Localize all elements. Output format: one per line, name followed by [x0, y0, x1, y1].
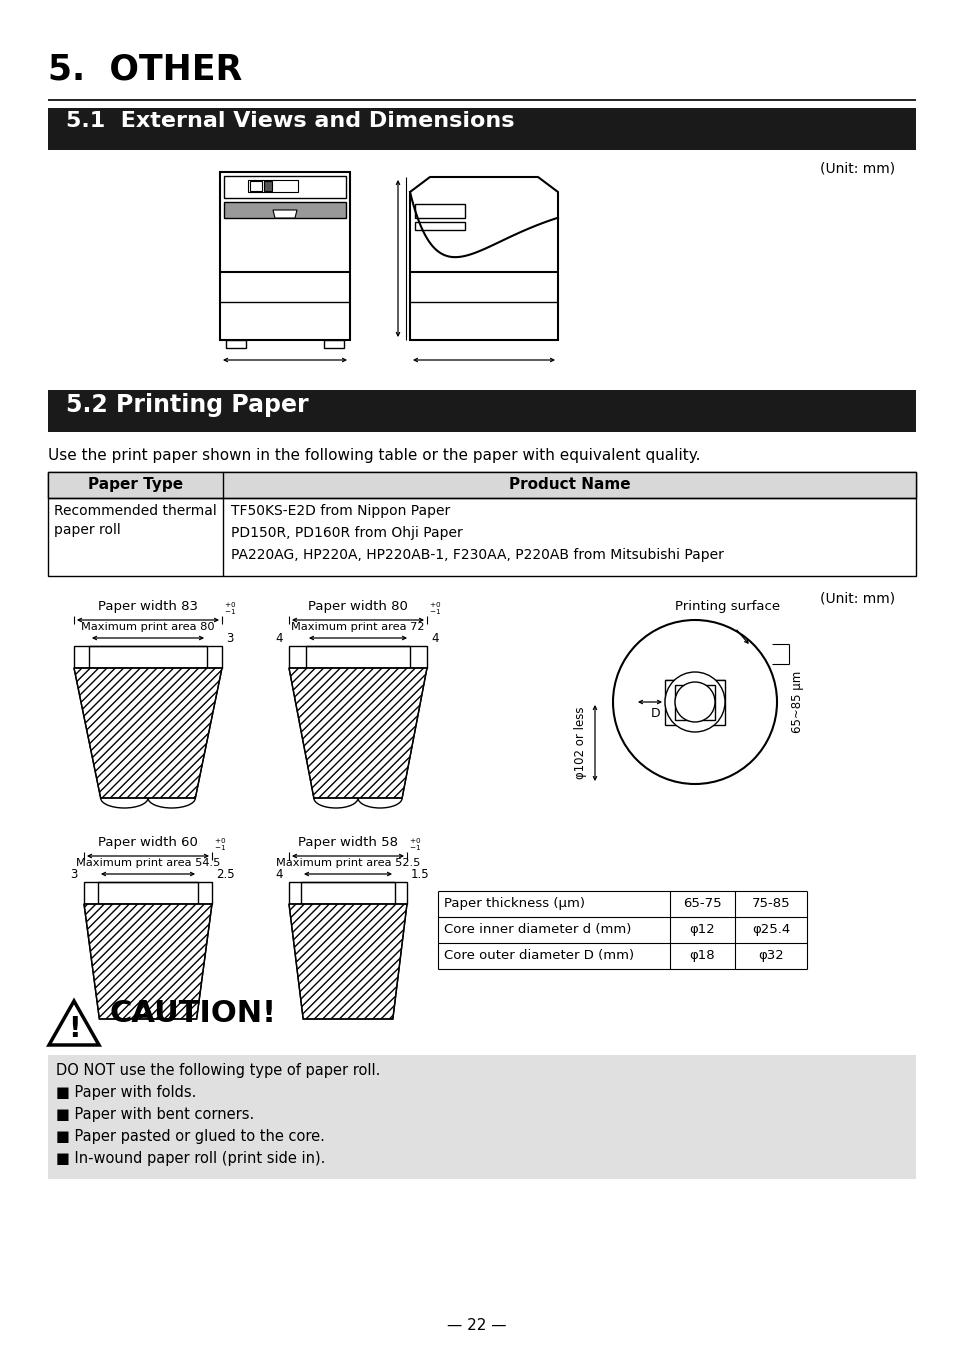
Bar — [89, 646, 207, 668]
Text: Paper width 83: Paper width 83 — [98, 600, 198, 612]
Text: 3: 3 — [71, 868, 78, 880]
Text: PA220AG, HP220A, HP220AB-1, F230AA, P220AB from Mitsubishi Paper: PA220AG, HP220A, HP220AB-1, F230AA, P220… — [231, 548, 723, 562]
Bar — [415, 222, 464, 230]
Text: paper roll: paper roll — [54, 523, 121, 537]
Polygon shape — [289, 668, 427, 798]
Text: 2.5: 2.5 — [215, 868, 234, 880]
Bar — [224, 201, 346, 218]
Text: ■ Paper with folds.: ■ Paper with folds. — [56, 1086, 196, 1101]
Text: $^{+0}_{-1}$: $^{+0}_{-1}$ — [224, 600, 236, 617]
Circle shape — [664, 672, 724, 731]
Text: φ25.4: φ25.4 — [751, 923, 789, 936]
Text: $^{+0}_{-1}$: $^{+0}_{-1}$ — [409, 836, 421, 853]
Text: 1.5: 1.5 — [411, 868, 429, 880]
Bar — [84, 882, 212, 904]
Text: Paper thickness (μm): Paper thickness (μm) — [443, 896, 584, 910]
Text: 65~85 μm: 65~85 μm — [790, 671, 803, 733]
Bar — [74, 646, 222, 668]
Text: φ32: φ32 — [758, 949, 783, 963]
Text: D: D — [650, 707, 659, 721]
Text: φ102 or less: φ102 or less — [574, 707, 586, 779]
Polygon shape — [84, 904, 212, 1019]
Bar — [224, 201, 346, 218]
Polygon shape — [289, 904, 407, 1019]
Text: ■ Paper pasted or glued to the core.: ■ Paper pasted or glued to the core. — [56, 1129, 325, 1144]
Bar — [250, 181, 262, 191]
Bar — [289, 882, 407, 904]
Text: Product Name: Product Name — [508, 477, 630, 492]
Text: 5.2 Printing Paper: 5.2 Printing Paper — [66, 393, 309, 416]
Text: 4: 4 — [431, 631, 438, 645]
Text: ■ Paper with bent corners.: ■ Paper with bent corners. — [56, 1107, 254, 1122]
Polygon shape — [49, 1000, 99, 1045]
Bar — [48, 108, 915, 150]
Text: Core outer diameter D (mm): Core outer diameter D (mm) — [443, 949, 634, 963]
Bar — [224, 176, 346, 197]
Text: Paper width 58: Paper width 58 — [297, 836, 397, 849]
Text: 5.  OTHER: 5. OTHER — [48, 51, 242, 87]
Text: Paper Type: Paper Type — [88, 477, 183, 492]
Text: 4: 4 — [275, 868, 283, 880]
Text: $^{+0}_{-1}$: $^{+0}_{-1}$ — [213, 836, 226, 853]
Text: Paper width 60: Paper width 60 — [98, 836, 197, 849]
Bar — [48, 1055, 915, 1179]
Circle shape — [675, 681, 714, 722]
Text: (Unit: mm): (Unit: mm) — [820, 592, 894, 606]
Bar — [301, 882, 395, 904]
Bar — [98, 882, 198, 904]
Bar — [664, 680, 724, 725]
Bar — [306, 646, 410, 668]
Polygon shape — [410, 177, 558, 339]
Bar — [415, 204, 464, 218]
Bar — [248, 180, 297, 192]
Text: PD150R, PD160R from Ohji Paper: PD150R, PD160R from Ohji Paper — [231, 526, 462, 539]
Text: d: d — [677, 688, 684, 700]
Text: — 22 —: — 22 — — [447, 1318, 506, 1333]
Text: DO NOT use the following type of paper roll.: DO NOT use the following type of paper r… — [56, 1063, 380, 1078]
Bar — [48, 389, 915, 433]
Bar — [289, 646, 427, 668]
Text: 5.1  External Views and Dimensions: 5.1 External Views and Dimensions — [66, 111, 514, 131]
Bar — [220, 172, 350, 339]
Text: Core inner diameter d (mm): Core inner diameter d (mm) — [443, 923, 631, 936]
Text: CAUTION!: CAUTION! — [110, 999, 276, 1028]
Bar — [48, 472, 915, 498]
Bar — [264, 181, 272, 191]
Text: Maximum print area 52.5: Maximum print area 52.5 — [275, 859, 419, 868]
Text: Printing surface: Printing surface — [675, 600, 780, 612]
Bar — [48, 472, 915, 576]
Text: $^{+0}_{-1}$: $^{+0}_{-1}$ — [429, 600, 441, 617]
Text: Use the print paper shown in the following table or the paper with equivalent qu: Use the print paper shown in the followi… — [48, 448, 700, 462]
Polygon shape — [74, 668, 222, 798]
Text: Recommended thermal: Recommended thermal — [54, 504, 216, 518]
Text: TF50KS-E2D from Nippon Paper: TF50KS-E2D from Nippon Paper — [231, 504, 450, 518]
Text: 3: 3 — [226, 631, 233, 645]
Text: ■ In-wound paper roll (print side in).: ■ In-wound paper roll (print side in). — [56, 1151, 325, 1165]
Text: Paper width 80: Paper width 80 — [308, 600, 408, 612]
Circle shape — [613, 621, 776, 784]
Text: 65-75: 65-75 — [682, 896, 721, 910]
Bar — [226, 339, 246, 347]
Text: Maximum print area 72: Maximum print area 72 — [291, 622, 424, 631]
Bar — [324, 339, 344, 347]
Text: Maximum print area 54.5: Maximum print area 54.5 — [75, 859, 220, 868]
Polygon shape — [273, 210, 296, 218]
Text: (Unit: mm): (Unit: mm) — [820, 162, 894, 176]
Text: !: ! — [68, 1015, 80, 1042]
Text: φ18: φ18 — [689, 949, 715, 963]
Bar — [675, 685, 714, 721]
Text: φ12: φ12 — [689, 923, 715, 936]
Text: 75-85: 75-85 — [751, 896, 789, 910]
Text: 4: 4 — [275, 631, 283, 645]
Text: Maximum print area 80: Maximum print area 80 — [81, 622, 214, 631]
